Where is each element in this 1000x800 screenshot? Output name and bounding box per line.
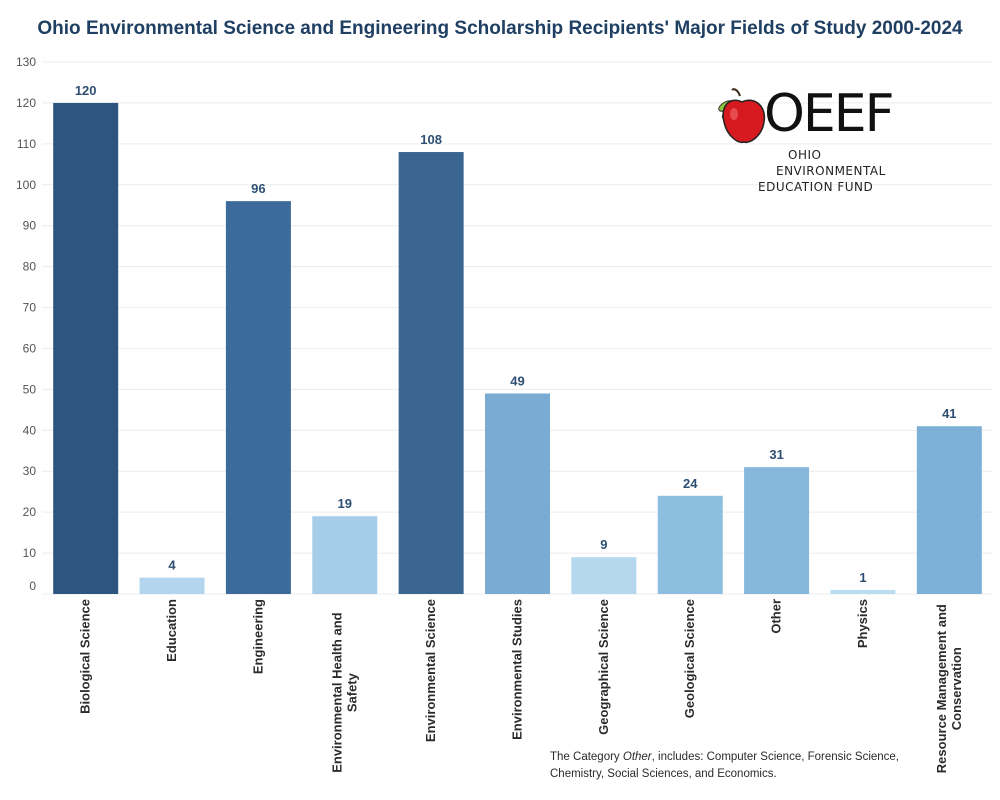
y-tick-label: 60 bbox=[23, 341, 37, 355]
y-tick-label: 20 bbox=[23, 505, 37, 519]
y-tick-label: 40 bbox=[23, 423, 37, 437]
y-tick-label: 120 bbox=[16, 96, 36, 110]
x-tick-label-line: Engineering bbox=[250, 599, 265, 674]
data-labels: 120 4 96 19 108 49 9 24 31 1 41 bbox=[75, 83, 957, 585]
apple-icon bbox=[718, 88, 766, 144]
x-tick-label-line: Environmental Studies bbox=[510, 599, 525, 740]
bar-value-label: 24 bbox=[683, 476, 698, 491]
logo-letters: OEEF bbox=[764, 84, 895, 144]
y-tick-label: 130 bbox=[16, 55, 36, 69]
y-tick-label: 100 bbox=[16, 178, 36, 192]
x-tick-label-line: Biological Science bbox=[78, 599, 93, 714]
bar bbox=[312, 516, 378, 594]
bar bbox=[571, 557, 637, 594]
x-tick-label-line: Geological Science bbox=[682, 599, 697, 718]
x-tick-label: Environmental Health and Safety bbox=[329, 612, 359, 772]
bar-value-label: 31 bbox=[769, 447, 783, 462]
x-tick-label: Environmental Studies bbox=[510, 599, 525, 740]
bar-value-label: 41 bbox=[942, 406, 956, 421]
bar bbox=[744, 467, 810, 594]
footnote-prefix: The Category bbox=[550, 751, 623, 763]
x-axis-labels: Biological Science Education Engineering En… bbox=[78, 599, 964, 773]
x-tick-label-line: Environmental Health and bbox=[329, 612, 344, 772]
x-tick-label: Other bbox=[769, 599, 784, 634]
bar bbox=[139, 577, 205, 594]
logo-line-3: EDUCATION FUND bbox=[758, 180, 874, 194]
footnote: The Category Other, includes: Computer S… bbox=[550, 749, 910, 783]
x-tick-label-line: Conservation bbox=[949, 647, 964, 730]
x-tick-label: Geographical Science bbox=[596, 599, 611, 735]
y-tick-label: 90 bbox=[23, 219, 37, 233]
bar-value-label: 120 bbox=[75, 83, 97, 98]
y-tick-label: 0 bbox=[29, 579, 36, 593]
bar-value-label: 9 bbox=[600, 537, 607, 552]
bar-value-label: 4 bbox=[168, 558, 176, 573]
oeef-logo: OEEF OHIO ENVIRONMENTAL EDUCATION FUND bbox=[712, 86, 895, 198]
x-tick-label: Environmental Science bbox=[423, 599, 438, 742]
x-tick-label: Geological Science bbox=[682, 599, 697, 718]
logo-line-2: ENVIRONMENTAL bbox=[776, 164, 886, 178]
bar-value-label: 108 bbox=[420, 132, 442, 147]
y-tick-label: 110 bbox=[17, 137, 36, 151]
x-tick-label-line: Environmental Science bbox=[423, 599, 438, 742]
y-tick-label: 80 bbox=[23, 260, 37, 274]
chart-title: Ohio Environmental Science and Engineeri… bbox=[37, 18, 963, 39]
bar-value-label: 49 bbox=[510, 373, 524, 388]
logo-line-1: OHIO bbox=[788, 148, 822, 162]
bar bbox=[225, 201, 291, 594]
bar-value-label: 19 bbox=[338, 496, 352, 511]
y-tick-label: 10 bbox=[23, 546, 37, 560]
x-tick-label: Engineering bbox=[250, 599, 265, 674]
bar bbox=[53, 102, 119, 594]
x-tick-label: Biological Science bbox=[78, 599, 93, 714]
x-tick-label: Physics bbox=[855, 599, 870, 648]
footnote-emphasis: Other bbox=[622, 751, 652, 763]
x-tick-label-line: Geographical Science bbox=[596, 599, 611, 735]
footnote-suffix: , includes: Computer Science, Forensic S… bbox=[550, 751, 900, 780]
bar bbox=[657, 495, 723, 594]
x-tick-label-line: Other bbox=[769, 599, 784, 634]
bar-value-label: 96 bbox=[251, 181, 265, 196]
bar bbox=[485, 393, 550, 594]
x-tick-label: Education bbox=[164, 599, 179, 662]
bar bbox=[398, 152, 464, 594]
bars bbox=[53, 102, 982, 594]
y-tick-label: 30 bbox=[23, 464, 37, 478]
x-tick-label-line: Physics bbox=[855, 599, 870, 648]
bar bbox=[830, 589, 896, 594]
bar bbox=[916, 426, 982, 594]
x-tick-label-line: Resource Management and bbox=[934, 604, 949, 773]
x-tick-label: Resource Management and Conservation bbox=[934, 604, 964, 773]
x-tick-label-line: Education bbox=[164, 599, 179, 662]
bar-value-label: 1 bbox=[859, 570, 866, 585]
y-tick-label: 50 bbox=[23, 382, 37, 396]
x-tick-label-line: Safety bbox=[344, 672, 359, 712]
y-axis-ticks: 0 10 20 30 40 50 60 70 80 90 100 110 120 130 bbox=[16, 55, 36, 593]
y-tick-label: 70 bbox=[23, 301, 37, 315]
